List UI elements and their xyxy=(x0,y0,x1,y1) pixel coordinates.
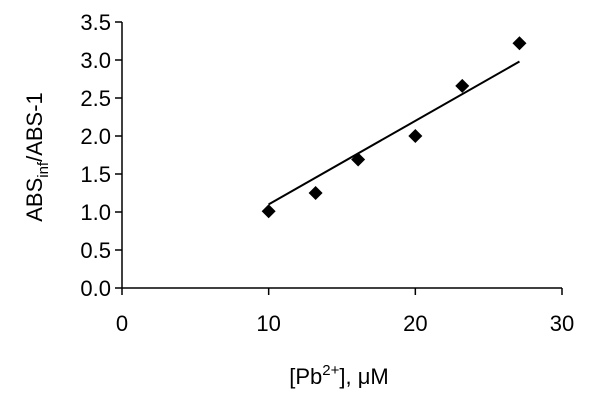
y-tick-label: 2.0 xyxy=(80,124,111,149)
y-axis-title-prefix: ABS xyxy=(22,178,47,222)
data-point xyxy=(308,186,323,200)
y-axis-title: ABSinf/ABS-1 xyxy=(22,92,52,222)
y-axis-title-sub: inf xyxy=(35,161,52,178)
x-axis-title-sup: 2+ xyxy=(322,362,339,379)
y-tick-label: 0.0 xyxy=(80,276,111,301)
y-tick-label: 1.0 xyxy=(80,200,111,225)
y-tick-label: 3.0 xyxy=(80,48,111,73)
ticks xyxy=(115,21,563,295)
x-tick-label: 10 xyxy=(256,311,280,336)
data-point xyxy=(261,204,276,219)
x-axis-title-suffix: ], μM xyxy=(339,364,388,389)
y-tick-label: 0.5 xyxy=(80,238,111,263)
data-points xyxy=(261,36,527,219)
axes xyxy=(121,22,562,289)
x-tick-label: 30 xyxy=(550,311,574,336)
y-tick-label: 1.5 xyxy=(80,162,111,187)
y-tick-label: 2.5 xyxy=(80,86,111,111)
tick-labels: 0.0 0.5 1.0 1.5 2.0 2.5 3.0 3.5 0 10 20 30 xyxy=(80,10,574,336)
x-axis-title: [Pb2+], μM xyxy=(289,362,388,389)
x-tick-label: 0 xyxy=(116,311,128,336)
x-axis-title-prefix: [Pb xyxy=(289,364,322,389)
data-point xyxy=(408,129,423,143)
y-axis-title-suffix: /ABS-1 xyxy=(22,92,47,162)
trendline xyxy=(268,60,520,206)
y-tick-label: 3.5 xyxy=(80,10,111,35)
x-tick-label: 20 xyxy=(403,311,427,336)
data-point xyxy=(455,78,470,93)
data-point xyxy=(351,152,366,167)
data-point xyxy=(512,36,527,51)
